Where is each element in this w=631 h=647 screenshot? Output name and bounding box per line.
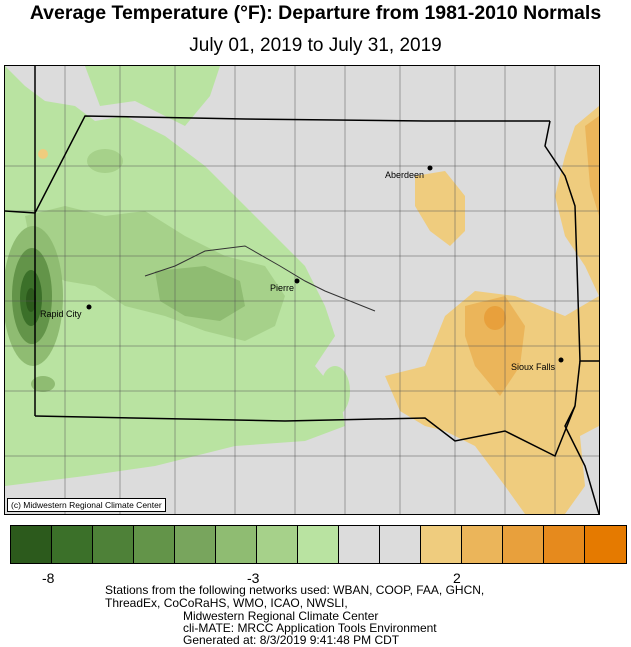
city-marker-pierre: Pierre [270, 278, 300, 293]
cool-anomaly-region-3 [155, 266, 245, 321]
city-label-aberdeen: Aberdeen [385, 170, 424, 180]
legend-swatch [216, 526, 257, 563]
warm-patch [38, 149, 48, 159]
county-boundaries [5, 66, 599, 514]
legend-swatch [93, 526, 134, 563]
state-boundaries [5, 66, 599, 514]
legend-swatch [257, 526, 298, 563]
legend-swatch [462, 526, 503, 563]
map-subtitle: July 01, 2019 to July 31, 2019 [189, 35, 442, 56]
footer-line: Generated at: 8/3/2019 9:41:48 PM CDT [183, 633, 400, 647]
city-label-sioux-falls: Sioux Falls [511, 362, 556, 372]
legend-swatch [52, 526, 93, 563]
city-label-pierre: Pierre [270, 283, 294, 293]
missouri-river [144, 245, 376, 312]
footer-line: cli-MATE: MRCC Application Tools Environ… [183, 621, 437, 635]
cool-spot-min [26, 288, 36, 312]
legend-tick-label: -3 [247, 570, 260, 586]
legend-swatch [175, 526, 216, 563]
footer-line: ThreadEx, CoCoRaHS, WMO, ICAO, NWSLI, [105, 596, 348, 610]
legend-swatch [339, 526, 380, 563]
cool-patch [87, 149, 123, 173]
warm-anomaly-region-aberdeen [415, 171, 465, 246]
legend-swatch [11, 526, 52, 563]
map-canvas: Aberdeen Pierre Rapid City Sioux Falls [5, 66, 599, 514]
warm-patch [525, 461, 565, 511]
city-marker-sioux-falls: Sioux Falls [511, 357, 564, 372]
legend-swatch [421, 526, 462, 563]
legend-swatch [503, 526, 544, 563]
footer-line: Midwestern Regional Climate Center [183, 609, 379, 623]
legend-swatch [544, 526, 585, 563]
legend-tick-label: -8 [42, 570, 55, 586]
city-marker-aberdeen: Aberdeen [385, 165, 433, 180]
legend-swatch [134, 526, 175, 563]
city-label-rapid-city: Rapid City [40, 309, 82, 319]
map-credit: (c) Midwestern Regional Climate Center [7, 498, 166, 512]
map-title: Average Temperature (°F): Departure from… [29, 2, 602, 24]
legend-swatch [585, 526, 626, 563]
footer-line: Stations from the following networks use… [105, 583, 485, 597]
legend-tick-label: 2 [453, 570, 461, 586]
legend-swatch [380, 526, 421, 563]
warm-anomaly-region-east [385, 291, 599, 514]
city-marker-rapid-city: Rapid City [40, 304, 92, 319]
temperature-departure-map: Aberdeen Pierre Rapid City Sioux Falls (… [4, 65, 600, 515]
warm-spot [484, 306, 506, 330]
cool-patch [31, 376, 55, 392]
color-legend [10, 525, 627, 564]
legend-swatch [298, 526, 339, 563]
